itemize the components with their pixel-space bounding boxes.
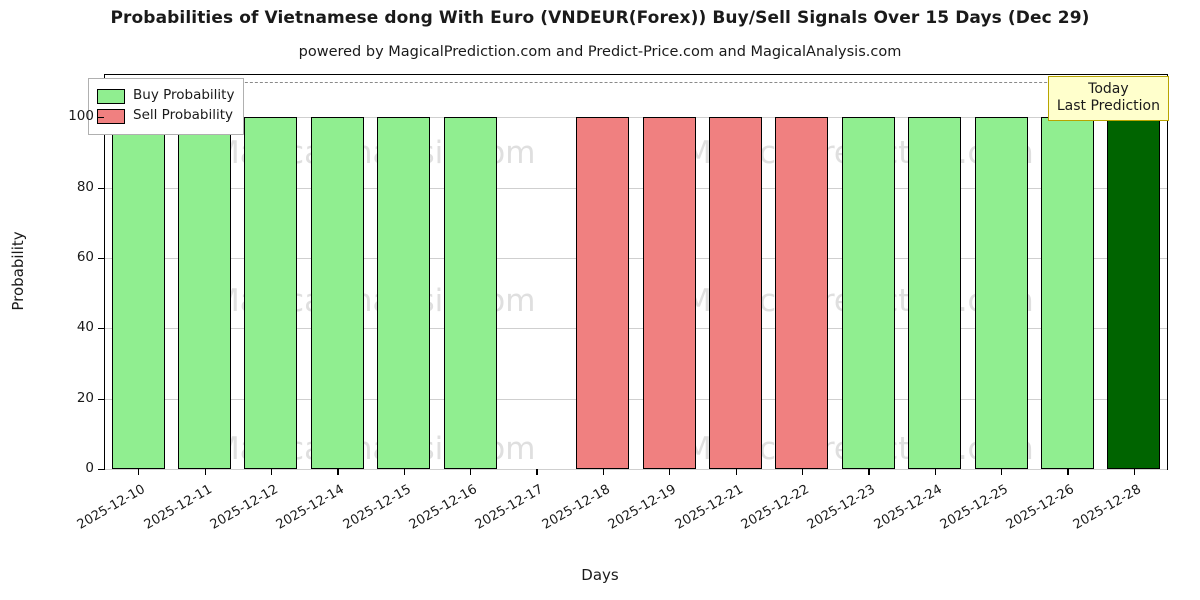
- legend-item-sell: Sell Probability: [97, 107, 234, 125]
- y-axis-tick-label: 0: [85, 460, 94, 476]
- bar-buy: [178, 117, 232, 469]
- legend-swatch-sell: [97, 108, 125, 124]
- chart-legend: Buy Probability Sell Probability: [88, 78, 245, 135]
- y-gridline: [105, 187, 1167, 189]
- x-axis-label: Days: [581, 566, 619, 584]
- bar-sell: [642, 117, 696, 469]
- y-gridline: [105, 117, 1167, 119]
- bar-today: [1107, 117, 1161, 469]
- x-axis-tick-mark: [868, 469, 870, 475]
- x-axis-tick-mark: [1067, 469, 1069, 475]
- x-axis-tick-mark: [536, 469, 538, 475]
- chart-subtitle: powered by MagicalPrediction.com and Pre…: [298, 44, 902, 60]
- y-gridline: [105, 257, 1167, 259]
- bar-sell: [576, 117, 630, 469]
- x-axis-tick-mark: [735, 469, 737, 475]
- today-annotation-line1: Today: [1088, 81, 1129, 97]
- x-axis-tick-mark: [470, 469, 472, 475]
- chart-title: Probabilities of Vietnamese dong With Eu…: [110, 8, 1090, 28]
- x-axis-tick-mark: [934, 469, 936, 475]
- x-axis-tick-mark: [337, 469, 339, 475]
- y-axis-tick-mark: [98, 328, 104, 330]
- x-axis-tick-mark: [204, 469, 206, 475]
- today-annotation: Today Last Prediction: [1047, 76, 1169, 122]
- bar-buy: [377, 117, 431, 469]
- y-gridline: [105, 469, 1167, 470]
- bar-buy: [1040, 117, 1094, 469]
- y-axis-tick-label: 40: [76, 319, 94, 336]
- x-axis-tick-mark: [801, 469, 804, 475]
- y-axis-tick-label: 100: [68, 108, 94, 125]
- legend-label-buy: Buy Probability: [133, 87, 235, 104]
- bar-buy: [443, 117, 497, 469]
- y-axis-tick-mark: [98, 398, 104, 400]
- legend-swatch-buy: [97, 88, 125, 104]
- bar-sell: [775, 117, 829, 469]
- x-axis-tick-mark: [1133, 469, 1135, 475]
- bar-buy: [111, 117, 165, 469]
- x-axis-tick-mark: [602, 469, 604, 475]
- y-axis-tick-mark: [98, 257, 104, 260]
- today-annotation-line2: Last Prediction: [1056, 98, 1160, 115]
- bar-buy: [908, 117, 962, 469]
- y-gridline: [105, 398, 1167, 400]
- bar-buy: [841, 117, 895, 469]
- plot-inner: MagicalAnalysis.comMagicalPrediction.com…: [105, 75, 1167, 470]
- x-axis-tick-mark: [403, 469, 405, 475]
- bar-sell: [709, 117, 763, 469]
- bar-buy: [310, 117, 364, 469]
- reference-line: [105, 82, 1167, 84]
- bar-buy: [244, 117, 298, 469]
- x-axis-tick-mark: [669, 469, 671, 475]
- y-axis-tick-mark: [98, 117, 104, 119]
- x-axis-tick-mark: [270, 469, 273, 475]
- y-axis-tick-label: 80: [76, 178, 94, 195]
- legend-label-sell: Sell Probability: [133, 107, 234, 124]
- plot-area: MagicalAnalysis.comMagicalPrediction.com…: [104, 74, 1168, 470]
- y-gridline: [105, 328, 1167, 330]
- x-axis-tick-mark: [138, 469, 140, 475]
- legend-item-buy: Buy Probability: [97, 87, 234, 105]
- y-axis-tick-label: 20: [76, 389, 94, 406]
- y-axis-tick-mark: [98, 469, 104, 471]
- y-axis-tick-label: 60: [76, 248, 94, 265]
- x-axis-tick-mark: [1001, 469, 1003, 475]
- bar-buy: [974, 117, 1028, 469]
- y-axis-label: Probability: [9, 231, 27, 311]
- y-axis-tick-mark: [98, 187, 104, 189]
